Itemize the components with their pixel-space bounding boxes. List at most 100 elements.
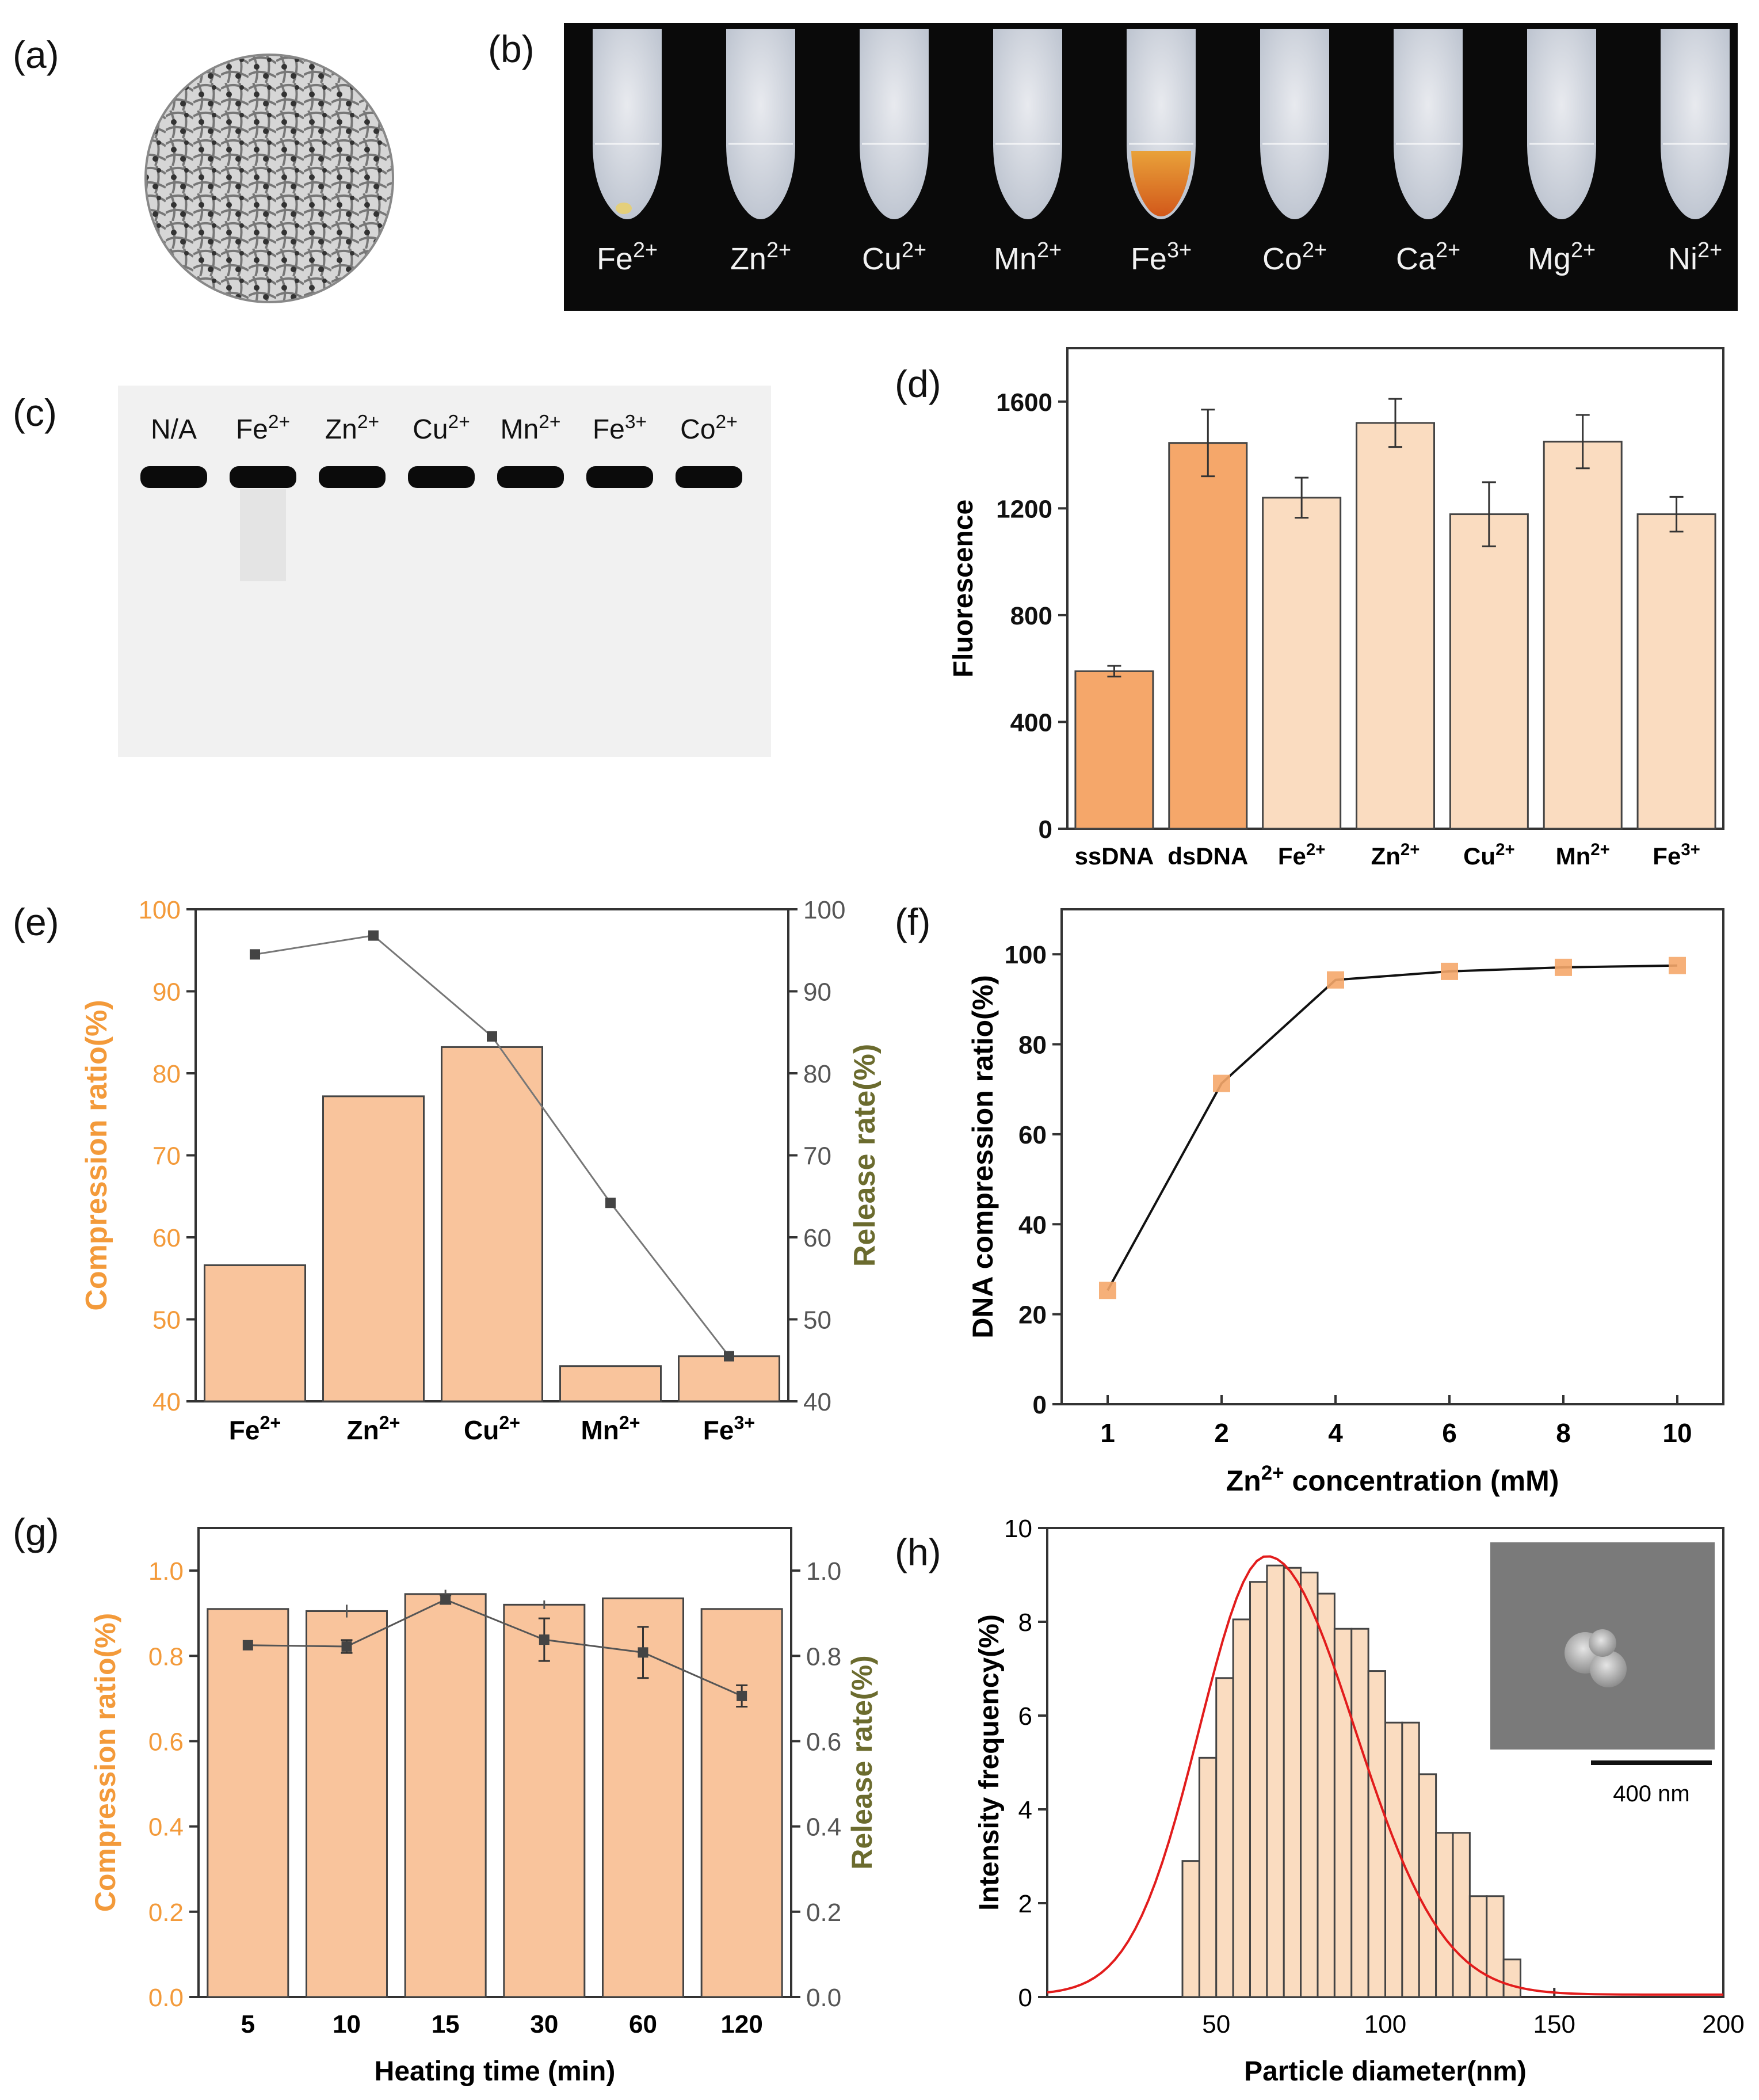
x-tick-label: Mn2+ [581, 1412, 640, 1445]
x-tick-label: Fe3+ [1653, 840, 1700, 870]
tube-label: Mn2+ [994, 238, 1062, 276]
gel-band [230, 466, 296, 488]
x-tick-label: 50 [1202, 2010, 1230, 2038]
y-axis-title: DNA compression ratio(%) [967, 975, 999, 1339]
y-tick-label: 80 [1018, 1031, 1047, 1059]
bar [1543, 440, 1623, 830]
gel-lane-label: N/A [151, 414, 197, 445]
y-tick-label: 1200 [996, 495, 1052, 523]
tube-label: Ca2+ [1396, 238, 1460, 276]
y-tick-label: 80 [803, 1060, 831, 1088]
tube-liquid-orange [1131, 151, 1191, 216]
histogram-bar [1502, 1958, 1521, 1998]
tube-precipitate [616, 203, 632, 214]
histogram-bar [1452, 1832, 1471, 1998]
bar [204, 1264, 306, 1402]
panel-label-d: (d) [895, 363, 941, 405]
release-point [737, 1690, 747, 1701]
y-tick-label: 50 [152, 1306, 181, 1335]
histogram-bar [1384, 1721, 1403, 1998]
histogram-bar [1468, 1895, 1488, 1998]
bar [1168, 442, 1248, 830]
gel-band [497, 466, 564, 488]
bar [1356, 422, 1435, 830]
y-tick-label: 10 [1004, 1515, 1032, 1543]
x-tick-label: Fe2+ [229, 1412, 281, 1445]
plot-frame [197, 1527, 792, 1998]
histogram-bar [1283, 1567, 1302, 1998]
y-axis-title: Compression ratio(%) [80, 1000, 113, 1310]
y-axis-title: Intensity frequency(%) [974, 1614, 1005, 1911]
y-tick-label: 20 [1018, 1301, 1047, 1329]
data-point [1099, 1282, 1116, 1299]
y-tick-label: 800 [1010, 602, 1052, 630]
x-tick-label: 120 [720, 2010, 762, 2038]
x-axis-title: Particle diameter(nm) [1244, 2056, 1527, 2087]
y-tick-label: 70 [152, 1142, 181, 1171]
y-tick-label: 40 [1018, 1211, 1047, 1239]
y-tick-label: 80 [152, 1060, 181, 1088]
x-tick-label: dsDNA [1167, 843, 1248, 870]
gel-lane-label: Zn2+ [325, 411, 379, 445]
y-tick-label: 8 [1018, 1609, 1032, 1637]
y-tick-label: 0.0 [148, 1984, 184, 2012]
gel-band [676, 466, 742, 488]
y-tick-label: 0 [1018, 1984, 1032, 2012]
y-tick-label: 1.0 [148, 1557, 184, 1586]
panel-label-c: (c) [13, 391, 57, 434]
y-tick-label: 0.2 [148, 1899, 184, 1927]
x-tick-label: Zn2+ [347, 1412, 400, 1445]
y-tick-label: 90 [152, 978, 181, 1007]
y-tick-label: 1.0 [806, 1557, 841, 1586]
y-tick-label: 100 [139, 896, 181, 924]
gel-band [140, 466, 207, 488]
bar [1449, 513, 1529, 830]
tube [1527, 29, 1596, 219]
sem-particle [1589, 1629, 1616, 1657]
bar [306, 1610, 388, 1998]
x-tick-label: 4 [1328, 1418, 1343, 1448]
y-tick-label: 0.4 [806, 1813, 841, 1842]
panel-label-g: (g) [13, 1511, 59, 1553]
release-point [341, 1641, 352, 1652]
gel-lane-label: Cu2+ [413, 411, 470, 445]
histogram-bar [1350, 1628, 1369, 1998]
y-tick-label: 0 [1039, 815, 1052, 844]
y-tick-label: 0.6 [806, 1728, 841, 1756]
panel-label-f: (f) [895, 901, 930, 943]
tube-label: Fe2+ [597, 238, 658, 276]
bar [1074, 670, 1154, 830]
data-point [1441, 962, 1458, 980]
gel-lane-label: Mn2+ [501, 411, 561, 445]
release-point [638, 1647, 648, 1658]
histogram-bar [1232, 1618, 1251, 1998]
x-tick-label: 30 [530, 2010, 558, 2038]
y-tick-label: 0.6 [148, 1728, 184, 1756]
x-tick-label: 5 [241, 2010, 255, 2038]
y-tick-label: 400 [1010, 708, 1052, 737]
y-tick-label: 90 [803, 978, 831, 1007]
y-tick-label: 2 [1018, 1890, 1032, 1918]
y-tick-label: 40 [803, 1388, 831, 1416]
release-point [724, 1351, 734, 1362]
x-tick-label: 150 [1533, 2010, 1575, 2038]
y-tick-label: 0.8 [148, 1642, 184, 1671]
gel-image: N/A Fe2+ Zn2+ Cu2+ Mn2+ Fe3+ Co2+ [118, 386, 771, 757]
bar [441, 1046, 543, 1402]
bar [678, 1355, 780, 1402]
chart-h: 0 2 4 6 8 10 50 100 150 200 Intensity frequency(%)… [974, 1515, 1745, 2087]
histogram-bar [1435, 1832, 1454, 1998]
x-tick-label: Mn2+ [1556, 840, 1610, 870]
data-line [1106, 964, 1678, 1291]
fit-curve [1047, 1555, 1724, 1996]
x-tick-label: 6 [1442, 1418, 1457, 1448]
x-tick-label: 1 [1100, 1418, 1115, 1448]
x-axis-title: Heating time (min) [375, 2056, 616, 2087]
release-line [247, 1598, 742, 1697]
gel-band [319, 466, 386, 488]
data-point [1327, 971, 1344, 989]
tube [1260, 29, 1329, 219]
histogram-bar [1249, 1581, 1268, 1998]
x-tick-label: Cu2+ [464, 1412, 520, 1445]
